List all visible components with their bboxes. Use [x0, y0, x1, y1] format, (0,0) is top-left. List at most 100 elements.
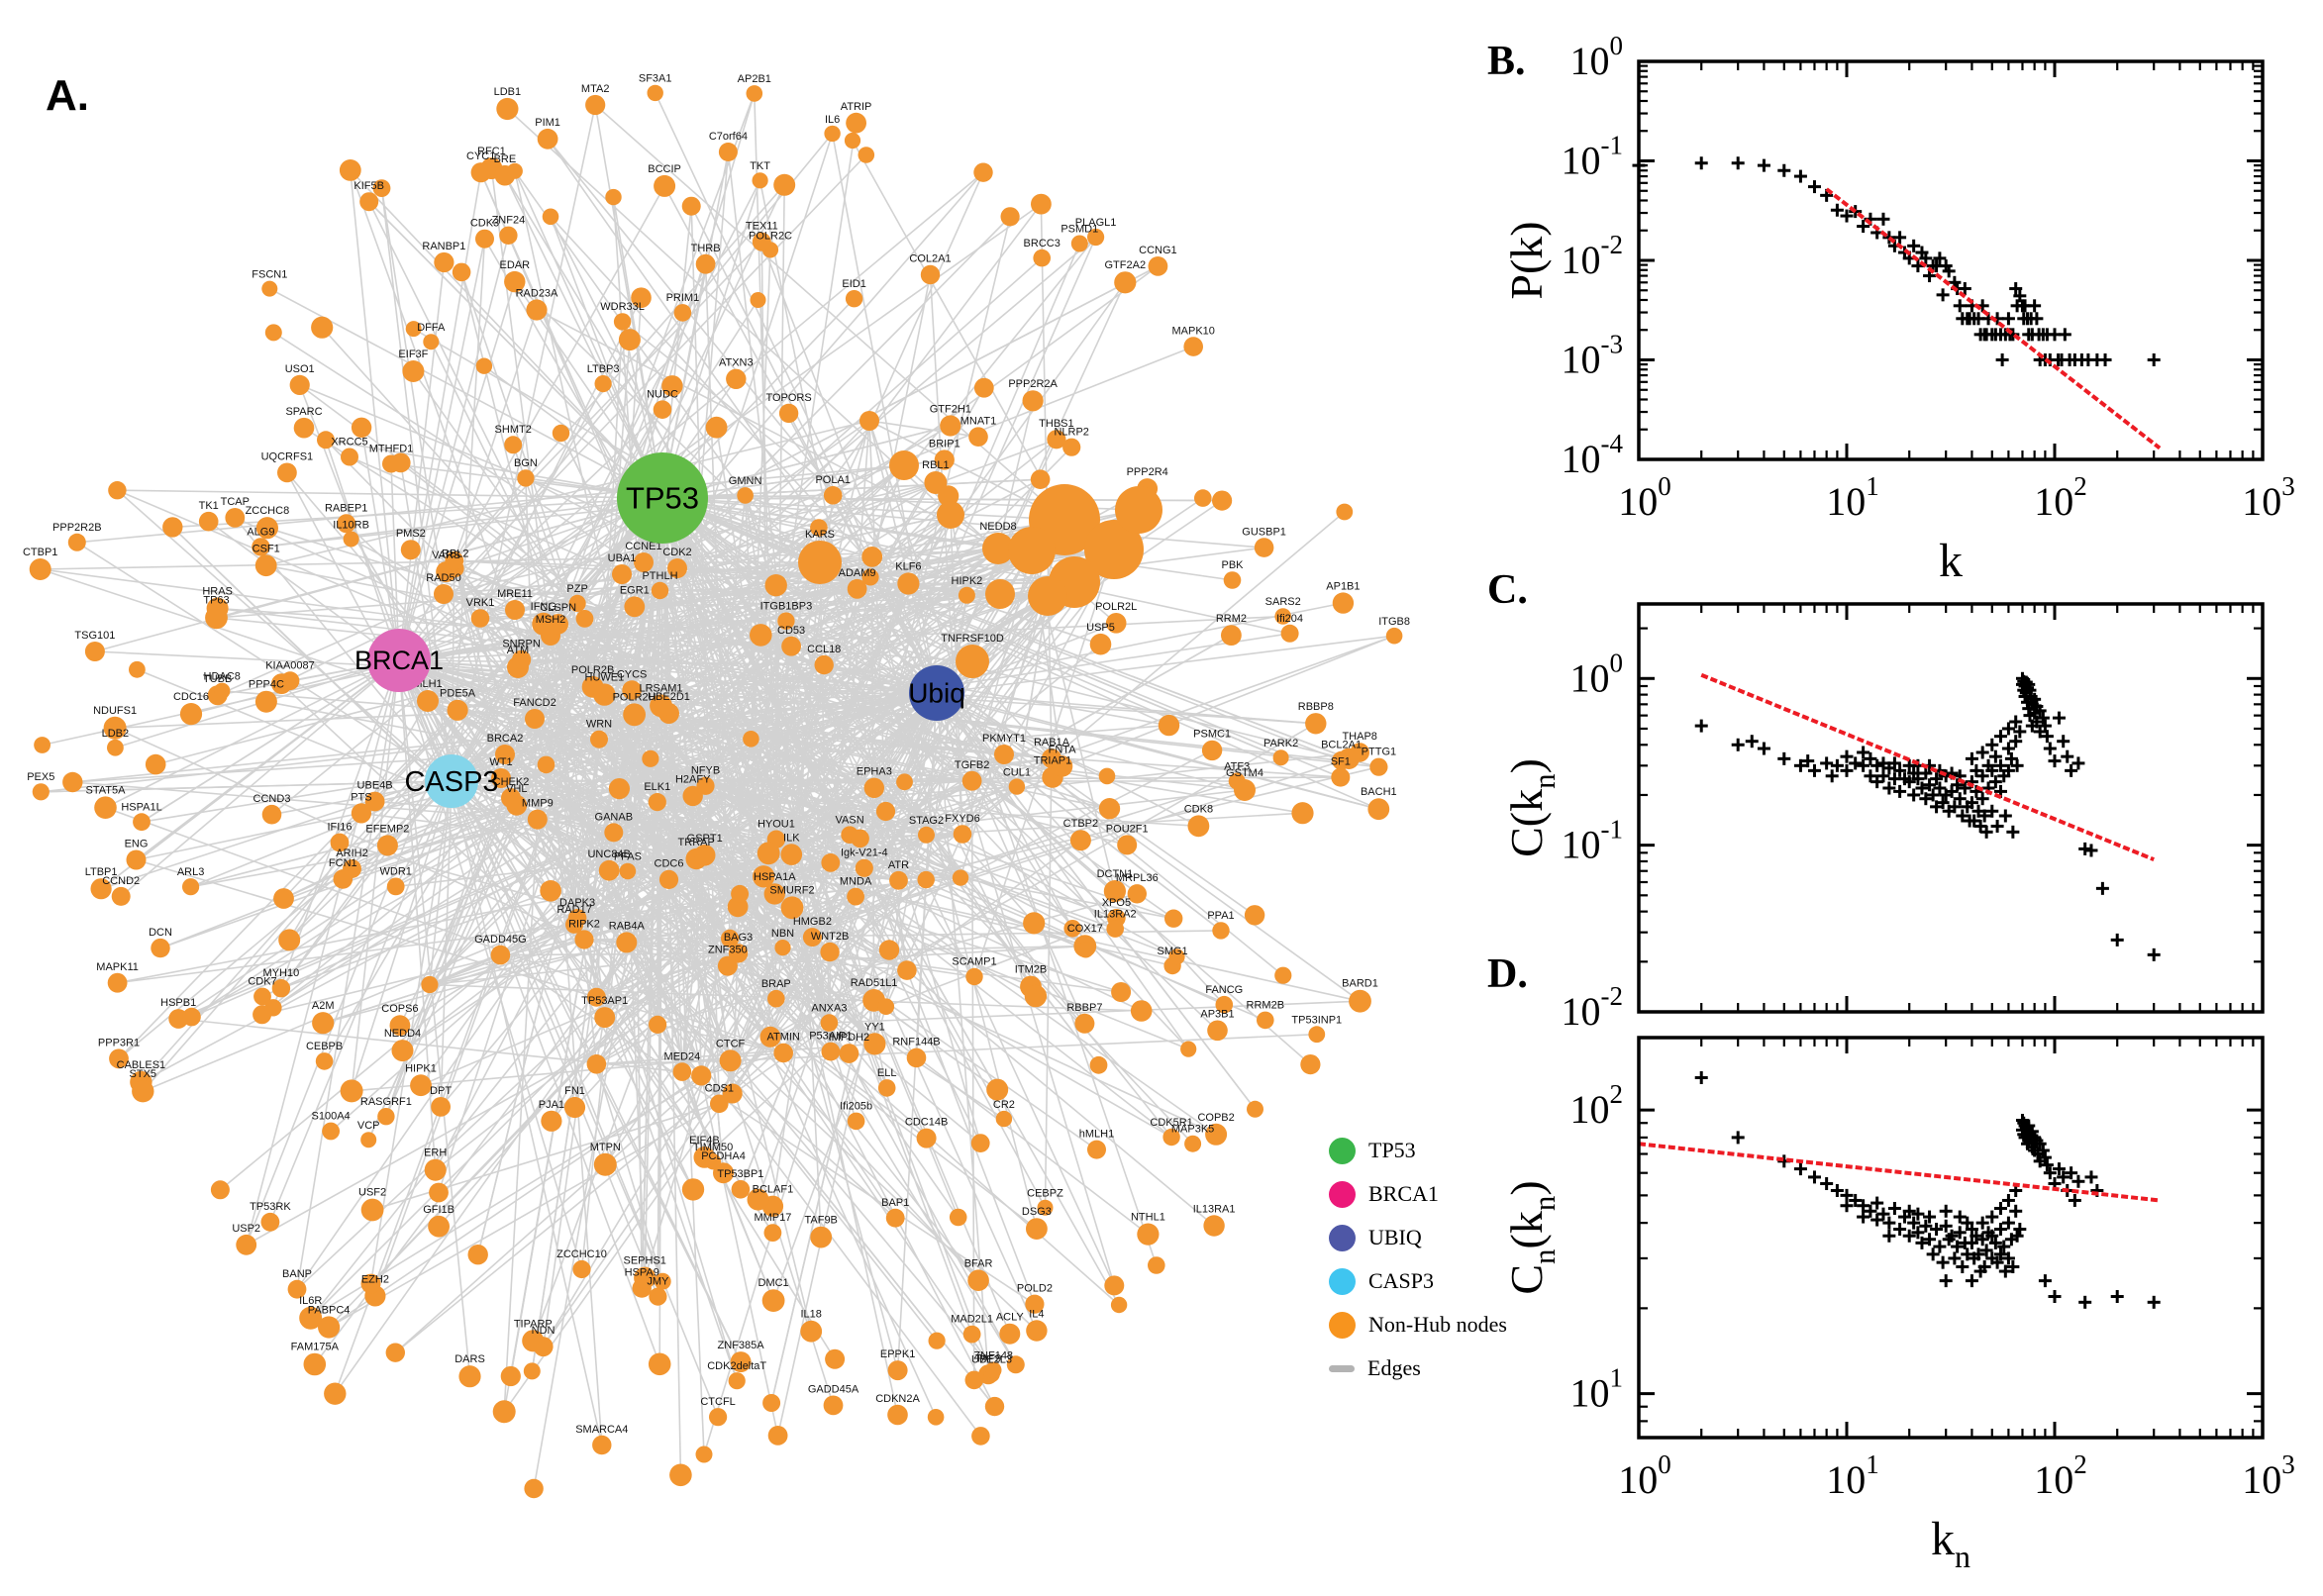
network-node — [681, 196, 701, 216]
network-node — [616, 932, 638, 953]
network-edge — [828, 1022, 1017, 1365]
network-node-label: VASN — [836, 815, 864, 827]
network-node — [182, 1007, 201, 1027]
network-edge — [398, 133, 834, 661]
network-node — [767, 989, 785, 1008]
network-node — [252, 538, 270, 556]
network-node-label: TK1 — [199, 500, 219, 512]
hub-node-brca1 — [367, 629, 431, 692]
network-node-label: TRIAP1 — [1034, 754, 1072, 766]
network-node-label: A2M — [312, 1000, 335, 1012]
network-node — [613, 313, 632, 331]
network-node-label: RAD17 — [556, 904, 591, 916]
network-edge — [681, 858, 697, 1072]
network-node-label: DCTN1 — [1097, 868, 1134, 880]
network-edge — [737, 952, 771, 1038]
network-node-label: FCN1 — [329, 857, 357, 869]
network-node — [612, 564, 632, 584]
network-node-label: Ifi204 — [1276, 613, 1303, 625]
network-edge — [1051, 635, 1395, 759]
network-node-label: CCND3 — [253, 793, 291, 805]
network-node-label: CDKN2A — [875, 1393, 920, 1405]
network-node — [377, 1108, 395, 1126]
network-node — [605, 188, 622, 206]
network-node — [434, 251, 454, 273]
network-edge — [626, 906, 739, 944]
axis-tick-label: 10-2 — [1562, 230, 1624, 282]
network-edge — [117, 489, 663, 499]
network-edge — [533, 713, 670, 1489]
network-edge — [429, 705, 662, 986]
network-node-label: TP63 — [203, 595, 229, 607]
network-node-label: MAPK11 — [96, 961, 139, 973]
hub-label-brca1: BRCA1 — [354, 646, 444, 675]
legend-item-label: TP53 — [1368, 1138, 1416, 1162]
network-node — [889, 870, 908, 890]
network-node — [1115, 486, 1162, 534]
network-node — [1180, 1041, 1197, 1057]
network-edge — [729, 867, 865, 1061]
network-node — [214, 682, 231, 699]
network-node — [1030, 469, 1051, 490]
network-node-label: IL6 — [825, 114, 840, 126]
network-node-label: ANXA3 — [811, 1002, 847, 1014]
fit-line — [1700, 672, 2155, 862]
network-edge — [137, 668, 831, 953]
network-node — [821, 853, 841, 872]
network-node — [145, 753, 166, 775]
network-node — [312, 1012, 335, 1035]
network-node — [67, 533, 86, 551]
network-node — [773, 173, 796, 196]
network-edge — [556, 624, 578, 919]
network-node — [798, 541, 842, 584]
network-node — [672, 1062, 692, 1081]
network-node-label: PEX5 — [27, 771, 54, 783]
network-node-label: LTBP1 — [85, 866, 118, 878]
network-node — [1164, 909, 1183, 928]
network-edge — [594, 104, 1065, 521]
network-node-label: CCNG1 — [1139, 245, 1177, 256]
panel-label-d: D. — [1487, 951, 1528, 997]
network-node-label: LTBP3 — [587, 363, 620, 375]
network-node-label: BAG3 — [724, 932, 753, 944]
network-node — [752, 172, 768, 189]
network-node — [585, 94, 606, 116]
network-node-label: IMPDH2 — [829, 1032, 870, 1044]
network-node-label: POU2F1 — [1106, 824, 1149, 836]
network-node — [264, 324, 282, 342]
network-node — [1272, 749, 1289, 766]
network-edge — [868, 420, 979, 438]
network-node-label: ZCCHC10 — [556, 1248, 607, 1260]
network-node — [225, 508, 246, 528]
network-node-label: STAT5A — [86, 784, 127, 796]
network-node-label: XRCC5 — [331, 437, 367, 449]
network-node-label: PRIM1 — [666, 292, 700, 304]
network-edge — [868, 420, 1065, 521]
network-node-label: PKMYT1 — [982, 733, 1026, 745]
network-node — [1000, 207, 1020, 227]
network-edge — [631, 689, 831, 1024]
network-node — [1089, 1055, 1108, 1074]
network-node — [1207, 1020, 1228, 1042]
network-node — [917, 870, 935, 889]
network-edge — [676, 567, 858, 590]
network-node — [522, 1330, 545, 1352]
network-edge — [855, 834, 928, 898]
network-node-label: ITGB8 — [1378, 616, 1410, 628]
network-node-label: NFYB — [691, 765, 720, 777]
network-node — [386, 877, 405, 896]
network-edge — [537, 818, 875, 1046]
network-node-label: POLD2 — [1017, 1283, 1053, 1295]
legend-item-casp3: CASP3 — [1329, 1259, 1507, 1303]
network-node — [324, 1382, 347, 1405]
network-node-label: DMC1 — [758, 1277, 789, 1289]
network-edge — [621, 527, 820, 575]
legend-item-label: UBIQ — [1368, 1225, 1422, 1249]
panel-label-c: C. — [1487, 567, 1528, 613]
axis-tick-label: 100 — [1570, 648, 1624, 700]
network-edge — [727, 583, 910, 966]
network-edge — [598, 739, 908, 971]
network-edge — [660, 705, 875, 789]
network-node-label: CTCF — [716, 1038, 746, 1049]
network-node-label: CTBP2 — [1063, 818, 1098, 830]
